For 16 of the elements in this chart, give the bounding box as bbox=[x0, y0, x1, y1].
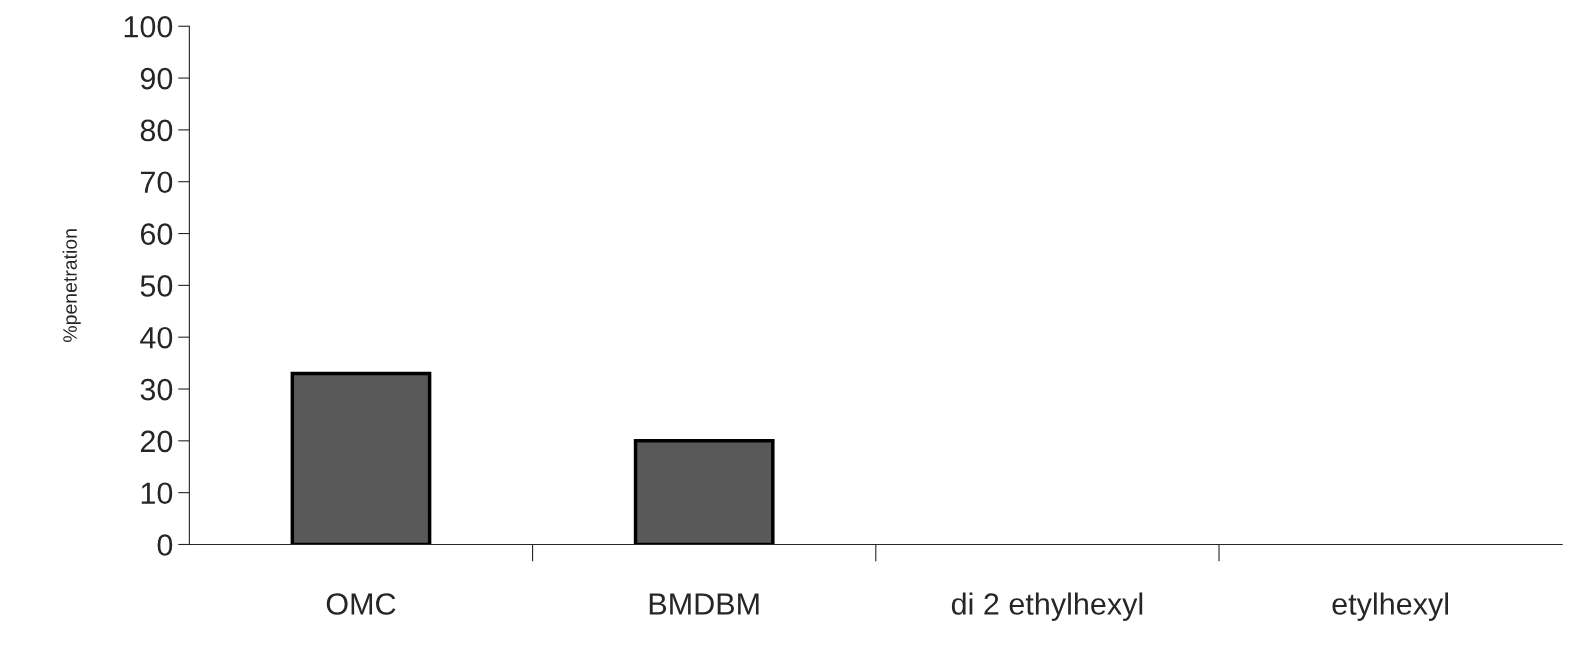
y-tick-label: 60 bbox=[140, 223, 173, 245]
y-tick-label: 80 bbox=[140, 119, 173, 142]
x-tick-label: BMDBM bbox=[649, 593, 759, 615]
x-tick-label: OMC bbox=[326, 593, 396, 615]
y-tick-label: 20 bbox=[140, 430, 173, 453]
y-tick-label: 50 bbox=[140, 275, 173, 297]
y-tick-label: 100 bbox=[124, 15, 173, 38]
y-tick-label: 90 bbox=[140, 67, 173, 90]
x-tick-label: di 2 ethylhexyl bbox=[951, 592, 1143, 621]
y-tick-label: 10 bbox=[141, 482, 173, 505]
y-axis-title: %penetration bbox=[62, 229, 81, 342]
x-tick-label: etylhexyl bbox=[1332, 592, 1449, 621]
y-tick-label: 40 bbox=[140, 326, 173, 349]
y-tick-label: 70 bbox=[140, 171, 173, 194]
y-tick-label: 0 bbox=[157, 534, 173, 556]
y-tick-label: 30 bbox=[140, 378, 173, 401]
